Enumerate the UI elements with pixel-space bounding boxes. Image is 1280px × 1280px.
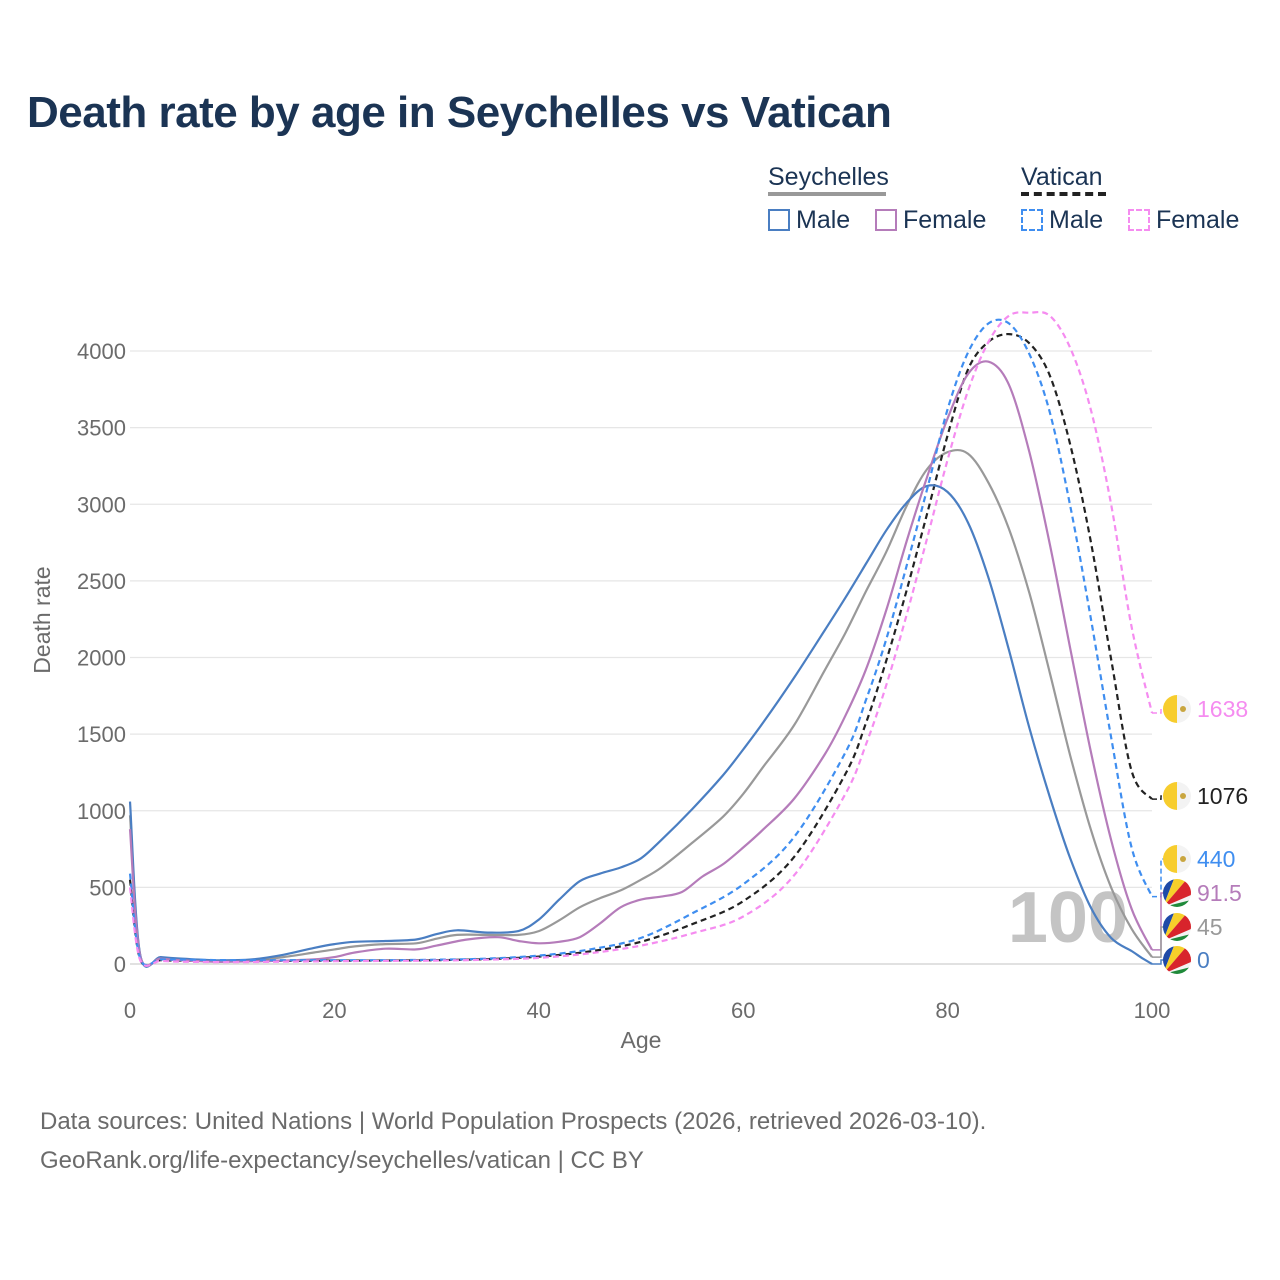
legend-group-seychelles[interactable]: Seychelles	[768, 163, 889, 191]
legend-item-vatican-female[interactable]: Female	[1128, 205, 1239, 235]
end-label-value: 440	[1197, 846, 1235, 872]
y-tick-label: 4000	[77, 339, 126, 364]
x-tick-label: 0	[124, 998, 136, 1023]
legend-swatch-seychelles-male	[768, 209, 790, 231]
vatican-flag-icon	[1163, 782, 1191, 810]
series-line-seychelles-combined[interactable]	[128, 448, 1153, 968]
y-tick-label: 0	[114, 952, 126, 977]
end-label-value: 91.5	[1197, 880, 1242, 906]
source-line-2: GeoRank.org/life-expectancy/seychelles/v…	[40, 1147, 644, 1174]
y-axis-label: Death rate	[29, 566, 55, 673]
series-line-vatican-combined[interactable]	[128, 332, 1153, 967]
x-axis-label: Age	[621, 1027, 662, 1053]
x-tick-label: 60	[731, 998, 755, 1023]
y-tick-label: 1000	[77, 799, 126, 824]
series-line-seychelles-female[interactable]	[128, 360, 1153, 967]
seychelles-flag-icon	[1163, 913, 1191, 941]
x-tick-label: 20	[322, 998, 346, 1023]
legend-label-vatican-male: Male	[1049, 205, 1104, 234]
legend-item-seychelles-male[interactable]: Male	[768, 205, 850, 235]
legend-swatch-vatican-female	[1128, 209, 1150, 231]
y-tick-label: 3500	[77, 416, 126, 441]
vatican-flag-icon	[1163, 845, 1191, 873]
end-label-value: 1638	[1197, 696, 1248, 722]
y-tick-label: 3000	[77, 492, 126, 517]
end-label-value: 45	[1197, 914, 1223, 940]
legend-group-vatican[interactable]: Vatican	[1021, 163, 1103, 191]
legend-swatch-vatican-male	[1021, 209, 1043, 231]
page-title: Death rate by age in Seychelles vs Vatic…	[27, 88, 892, 137]
legend-item-seychelles-female[interactable]: Female	[875, 205, 986, 235]
source-line-1: Data sources: United Nations | World Pop…	[40, 1108, 987, 1135]
chart-watermark: 100	[1008, 878, 1128, 958]
series-line-vatican-female[interactable]	[128, 310, 1154, 967]
legend-group-vatican-line	[1021, 192, 1106, 196]
legend-label-seychelles-male: Male	[796, 205, 851, 234]
y-tick-label: 2500	[77, 569, 126, 594]
legend-swatch-seychelles-female	[875, 209, 897, 231]
legend-label-seychelles-female: Female	[903, 205, 987, 234]
series-line-seychelles-male[interactable]	[128, 484, 1153, 968]
seychelles-flag-icon	[1163, 879, 1191, 907]
end-label-value: 0	[1197, 947, 1210, 973]
legend-label-vatican-female: Female	[1156, 205, 1240, 234]
vatican-flag-icon	[1163, 695, 1191, 723]
legend-group-seychelles-line	[768, 192, 886, 196]
x-tick-label: 80	[935, 998, 959, 1023]
y-tick-label: 2000	[77, 646, 126, 671]
legend-item-vatican-male[interactable]: Male	[1021, 205, 1103, 235]
y-tick-label: 500	[89, 875, 126, 900]
y-tick-label: 1500	[77, 722, 126, 747]
end-label-value: 1076	[1197, 783, 1248, 809]
x-tick-label: 100	[1134, 998, 1171, 1023]
x-tick-label: 40	[527, 998, 551, 1023]
series-line-vatican-male[interactable]	[128, 318, 1154, 967]
seychelles-flag-icon	[1163, 946, 1191, 974]
